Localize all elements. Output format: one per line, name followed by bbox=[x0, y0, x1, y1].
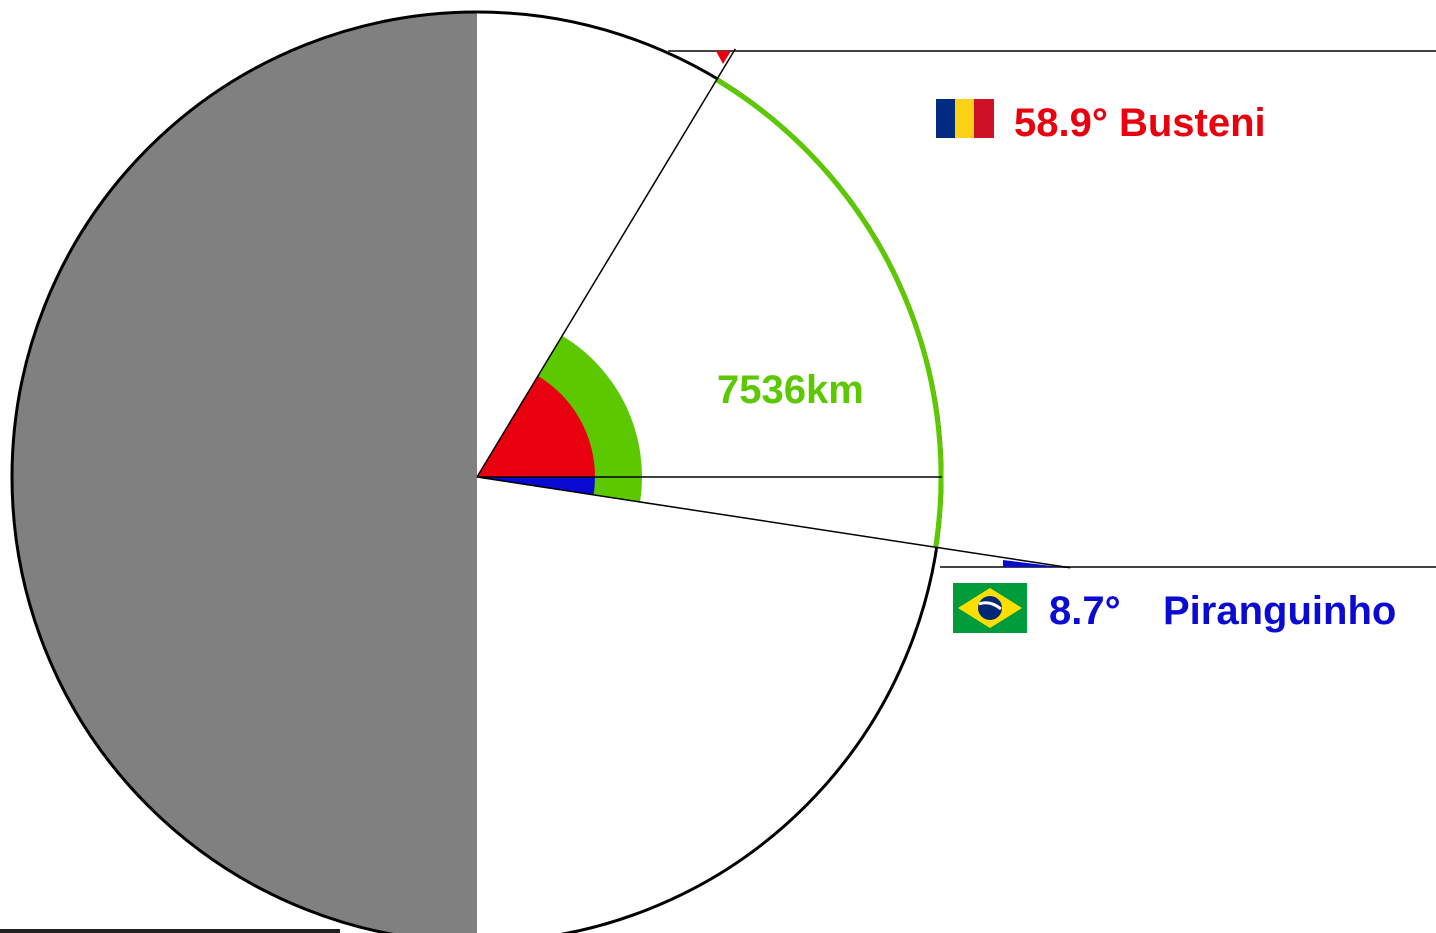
earth-night-half bbox=[12, 12, 477, 933]
piranguinho-name-label: Piranguinho bbox=[1163, 589, 1396, 633]
busteni-radius bbox=[476, 48, 736, 478]
bottom-left-bar bbox=[0, 929, 340, 933]
busteni-label: 58.9° Busteni bbox=[1014, 101, 1266, 145]
busteni-ray-angle-marker bbox=[716, 51, 731, 64]
distance-label: 7536km bbox=[717, 368, 864, 412]
piranguinho-ray-angle-marker bbox=[1003, 560, 1060, 567]
brazil-flag-icon bbox=[953, 583, 1027, 633]
romania-flag-icon bbox=[936, 99, 994, 138]
distance-arc bbox=[715, 77, 944, 548]
piranguinho-angle-label: 8.7° bbox=[1049, 589, 1121, 633]
busteni-angle-sector bbox=[477, 376, 595, 477]
piranguinho-radius bbox=[476, 476, 1071, 569]
